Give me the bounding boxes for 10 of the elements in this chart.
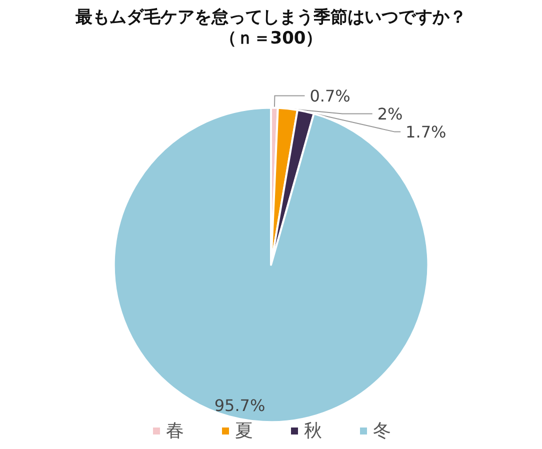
legend-label: 冬 [373, 420, 391, 442]
legend-label: 秋 [304, 420, 322, 442]
legend-label: 夏 [235, 420, 253, 442]
chart-subtitle: （ｎ＝300） [219, 28, 323, 48]
data-label: 2% [377, 104, 403, 124]
data-label: 95.7% [214, 396, 266, 416]
data-label: 1.7% [406, 122, 446, 142]
legend-label: 春 [166, 420, 184, 442]
chart-title: 最もムダ毛ケアを怠ってしまう季節はいつですか？ [74, 8, 466, 28]
data-label: 0.7% [310, 86, 350, 106]
